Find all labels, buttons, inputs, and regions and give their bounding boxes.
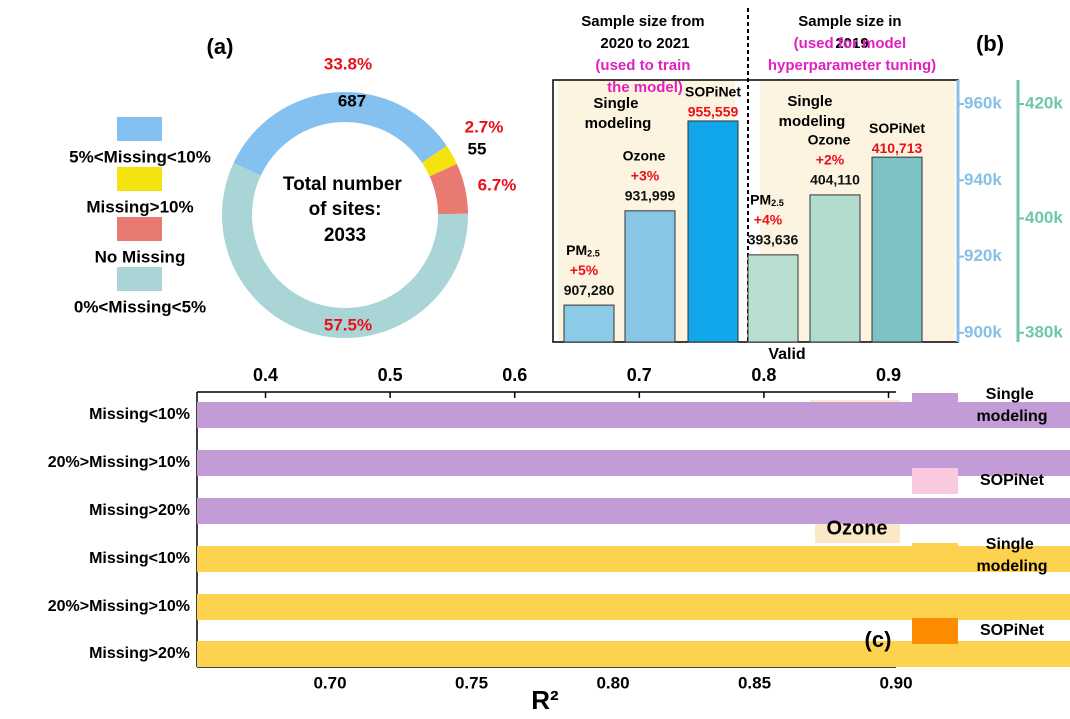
value-label: 955,559 xyxy=(688,104,739,120)
bar xyxy=(624,210,676,343)
value-label: 410,713 xyxy=(872,140,923,156)
x2-tick-label: 0.8 xyxy=(751,365,776,385)
category-label: Missing>20% xyxy=(89,645,190,662)
panel-label: (c) xyxy=(865,627,892,652)
legend-label: SOPiNet xyxy=(980,622,1045,639)
bar xyxy=(809,194,861,343)
legend-swatch xyxy=(912,468,958,494)
x2-tick-label: 0.9 xyxy=(876,365,901,385)
slice-percent: 57.5% xyxy=(324,315,372,334)
donut-slice xyxy=(233,92,447,176)
slice-percent: 2.7% xyxy=(465,117,504,136)
donut-slice xyxy=(221,163,469,338)
header-title: Sample size in 2019 xyxy=(798,13,906,52)
y2-tick-label: 400k xyxy=(1025,208,1063,227)
y2-tick-label: 420k xyxy=(1025,94,1063,113)
group-annotation: Single modeling xyxy=(585,95,652,132)
bar-segment xyxy=(197,594,1070,620)
category-label: 20%>Missing>10% xyxy=(48,454,190,471)
x2-tick-label: 0.6 xyxy=(502,365,527,385)
center-value: 2033 xyxy=(324,225,366,246)
legend-swatch xyxy=(117,217,162,241)
y-tick-label: 960k xyxy=(964,94,1002,113)
panel-label: (b) xyxy=(976,31,1004,56)
x-axis-label: Valid xyxy=(768,346,805,363)
value-label: 393,636 xyxy=(748,232,799,248)
legend-label: Single modeling xyxy=(976,536,1047,575)
category-label: Missing<10% xyxy=(89,550,190,567)
y2-tick-label: 380k xyxy=(1025,322,1063,341)
legend-label: 0%<Missing<5% xyxy=(74,297,206,316)
header-note: (used for model hyperparameter tuning) xyxy=(768,35,936,74)
legend-swatch xyxy=(912,618,958,644)
bar-segment xyxy=(197,641,1070,667)
legend-swatch xyxy=(912,393,958,419)
bar-segment xyxy=(197,498,1070,524)
y-tick-label: 920k xyxy=(964,246,1002,265)
header-note: (used to train the model) xyxy=(595,57,694,96)
change-label: +3% xyxy=(631,168,660,184)
bar xyxy=(687,120,739,343)
x-tick-label: 0.70 xyxy=(313,673,346,692)
legend-label: SOPiNet xyxy=(980,472,1045,489)
legend-label: Missing>10% xyxy=(86,197,193,216)
x-tick-label: 0.85 xyxy=(738,673,771,692)
panel-label: (a) xyxy=(207,34,234,59)
center-label: Total number of sites: xyxy=(283,174,407,220)
category-label: Missing<10% xyxy=(89,406,190,423)
bar xyxy=(871,156,923,343)
y-tick-label: 940k xyxy=(964,170,1002,189)
slice-percent: 6.7% xyxy=(478,175,517,194)
value-label: 931,999 xyxy=(625,188,676,204)
legend-label: Single modeling xyxy=(976,386,1047,425)
change-label: +5% xyxy=(570,262,599,278)
value-label: 907,280 xyxy=(564,282,615,298)
category-label: SOPiNet xyxy=(685,84,741,100)
change-label: +2% xyxy=(816,152,845,168)
group-label: Ozone xyxy=(826,517,887,539)
slice-percent: 33.8% xyxy=(324,54,372,73)
header-title: Sample size from 2020 to 2021 xyxy=(581,13,709,52)
slice-count: 55 xyxy=(468,139,487,158)
slice-count: 687 xyxy=(338,91,366,110)
category-label: Ozone xyxy=(808,132,851,148)
x-tick-label: 0.90 xyxy=(879,673,912,692)
category-label: Missing>20% xyxy=(89,502,190,519)
legend-label: No Missing xyxy=(95,247,186,266)
x-tick-label: 0.75 xyxy=(455,673,488,692)
value-label: 404,110 xyxy=(810,172,860,188)
legend-label: 5%<Missing<10% xyxy=(69,147,211,166)
category-label: 20%>Missing>10% xyxy=(48,598,190,615)
x2-tick-label: 0.5 xyxy=(378,365,403,385)
bar xyxy=(747,254,799,343)
category-label: SOPiNet xyxy=(869,120,925,136)
group-annotation: Single modeling xyxy=(779,93,846,130)
bar xyxy=(563,304,615,343)
x2-tick-label: 0.7 xyxy=(627,365,652,385)
donut-slice xyxy=(421,145,457,177)
legend-swatch xyxy=(912,543,958,569)
legend-swatch xyxy=(117,267,162,291)
legend-swatch xyxy=(117,167,162,191)
change-label: +4% xyxy=(754,212,783,228)
x-axis-label: R² xyxy=(531,685,559,715)
category-label: Ozone xyxy=(623,148,666,164)
donut-slice xyxy=(429,163,468,215)
y-tick-label: 900k xyxy=(964,322,1002,341)
x2-tick-label: 0.4 xyxy=(253,365,278,385)
legend-swatch xyxy=(117,117,162,141)
x-tick-label: 0.80 xyxy=(596,673,629,692)
